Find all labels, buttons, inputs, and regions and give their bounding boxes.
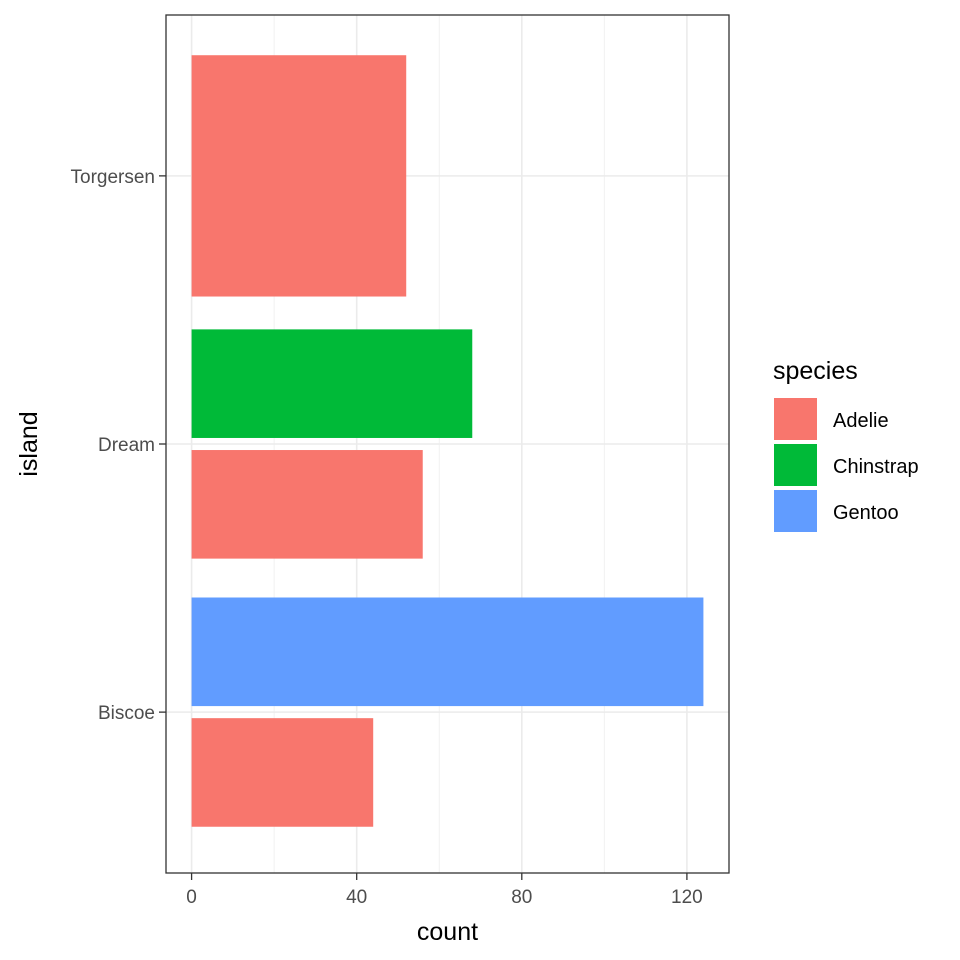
y-tick-label: Torgersen (71, 167, 156, 188)
legend-key-gentoo (774, 490, 817, 532)
plot-panel (165, 14, 730, 874)
x-tick-label: 40 (346, 887, 367, 908)
y-axis: Biscoe Dream Torgersen (71, 167, 166, 724)
bar-biscoe-adelie (191, 718, 374, 827)
legend-label-chinstrap: Chinstrap (833, 456, 919, 478)
y-axis-title: island (15, 411, 43, 476)
y-tick-label: Dream (98, 435, 155, 456)
legend-key-chinstrap (774, 444, 817, 486)
bars (191, 55, 704, 827)
bar-biscoe-gentoo (191, 597, 704, 707)
bar-torgersen-adelie (191, 55, 407, 297)
bar-dream-chinstrap (191, 329, 473, 438)
legend-key-adelie (774, 398, 817, 440)
legend-label-gentoo: Gentoo (833, 502, 899, 524)
legend-label-adelie: Adelie (833, 410, 889, 432)
x-tick-label: 120 (671, 887, 703, 908)
y-tick-label: Biscoe (98, 703, 155, 724)
x-tick-label: 80 (511, 887, 532, 908)
x-axis: 0 40 80 120 (186, 873, 703, 908)
x-tick-label: 0 (186, 887, 197, 908)
x-axis-title: count (417, 918, 478, 946)
legend-title: species (773, 357, 858, 385)
bar-dream-adelie (191, 450, 423, 559)
legend: species Adelie Chinstrap Gentoo (773, 357, 919, 532)
